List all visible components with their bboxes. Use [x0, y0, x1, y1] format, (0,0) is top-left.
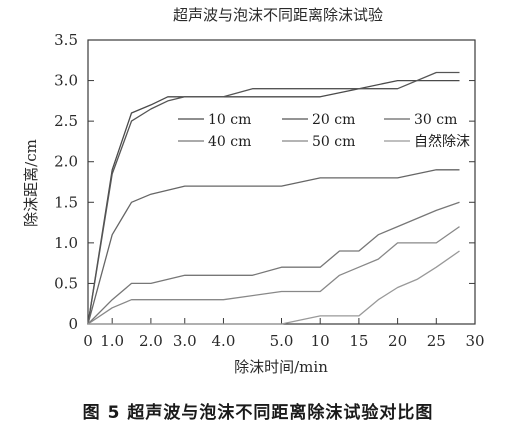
- x-axis-title: 除沫时间/min: [234, 358, 328, 376]
- x-tick-label: 2.0: [139, 332, 163, 350]
- y-axis-title: 除沫距离/cm: [22, 139, 40, 227]
- legend-label: 20 cm: [312, 112, 355, 128]
- y-tick-label: 0.5: [54, 274, 78, 292]
- y-tick-label: 3.5: [54, 31, 78, 49]
- y-axis: 0 0.5 1.0 1.5 2.0 2.5 3.0 3.5: [54, 31, 475, 333]
- series-lines: [87, 71, 460, 325]
- x-tick-label: 25: [427, 332, 446, 350]
- series-line-1: [87, 79, 460, 325]
- legend-label: 30 cm: [414, 112, 457, 128]
- x-axis: 0 1.0 2.0 3.0 4.0 5.0 10 15 20 25 30: [83, 318, 485, 350]
- y-tick-label: 2.0: [54, 153, 78, 171]
- x-tick-label: 10: [311, 332, 330, 350]
- y-tick-label: 2.5: [54, 112, 78, 130]
- plot-frame: [87, 39, 476, 325]
- series-line-3: [87, 169, 460, 325]
- y-tick-label: 0: [68, 315, 78, 333]
- y-tick-label: 1.5: [54, 193, 78, 211]
- legend-label: 自然除沫: [414, 133, 470, 150]
- legend-label: 50 cm: [312, 134, 355, 150]
- series-line-2: [87, 71, 460, 325]
- legend-label: 10 cm: [208, 112, 251, 128]
- series-line-4: [87, 201, 460, 325]
- chart-title: 超声波与泡沫不同距离除沫试验: [173, 6, 383, 24]
- x-tick-label: 3.0: [173, 332, 197, 350]
- x-tick-label: 1.0: [100, 332, 124, 350]
- x-tick-label: 30: [465, 332, 484, 350]
- x-tick-label: 5.0: [270, 332, 294, 350]
- legend: 10 cm 20 cm 30 cm 40 cm 50 cm 自然除沫: [178, 112, 470, 150]
- series-line-6: [88, 250, 460, 325]
- figure-caption: 图 5 超声波与泡沫不同距离除沫试验对比图: [82, 403, 434, 423]
- y-tick-label: 1.0: [54, 234, 78, 252]
- series-line-5: [87, 226, 460, 325]
- legend-label: 40 cm: [208, 134, 251, 150]
- y-tick-label: 3.0: [54, 72, 78, 90]
- x-tick-label: 4.0: [212, 332, 236, 350]
- x-tick-label: 20: [388, 332, 407, 350]
- x-tick-label: 0: [83, 332, 93, 350]
- x-tick-label: 15: [349, 332, 368, 350]
